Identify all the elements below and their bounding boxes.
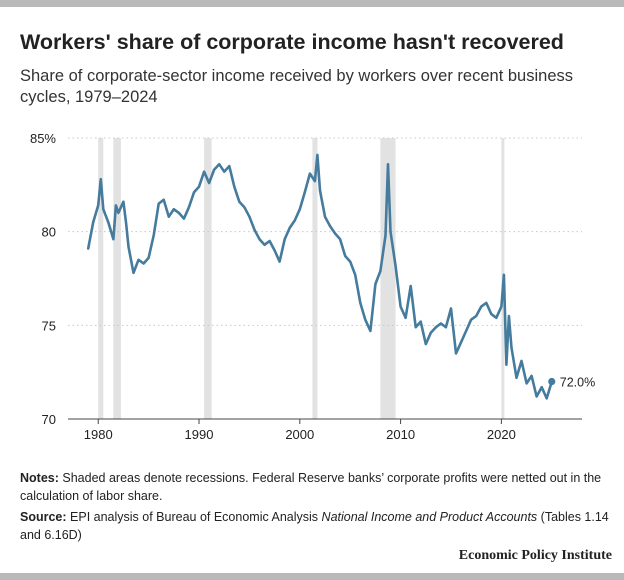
recession-bands: [98, 138, 505, 419]
top-border-bar: [0, 0, 624, 7]
chart-title: Workers' share of corporate income hasn'…: [20, 30, 564, 54]
x-tick-label-1980: 1980: [84, 427, 113, 442]
x-axis: 1980 1990 2000 2010 2020: [68, 418, 582, 442]
series-layer: [86, 153, 554, 400]
bottom-border-bar: [0, 573, 624, 580]
x-tick-label-1990: 1990: [185, 427, 214, 442]
notes-text: Shaded areas denote recessions. Federal …: [20, 471, 602, 503]
y-tick-label-80: 80: [42, 225, 56, 240]
y-tick-label-75: 75: [42, 318, 56, 333]
recession-band-4: [380, 138, 396, 419]
notes: Notes: Shaded areas denote recessions. F…: [20, 469, 610, 505]
recession-band-2: [204, 138, 212, 419]
y-tick-label-70: 70: [42, 412, 56, 427]
y-tick-label-85: 85%: [30, 131, 56, 146]
recession-band-0: [98, 138, 104, 419]
chart-subtitle: Share of corporate-sector income receive…: [20, 67, 573, 106]
end-point-marker: [548, 377, 556, 386]
source-text-after: (Tables 1.14 and 6.16D): [20, 510, 609, 542]
end-value-label: 72.0%: [560, 376, 595, 390]
notes-label: Notes:: [20, 471, 59, 485]
annotations: 72.0%: [548, 376, 595, 390]
line-chart: 70 75 80 85% 1980 1990 2000 2010 2020 72.0%: [30, 131, 595, 442]
source-text-before: EPI analysis of Bureau of Economic Analy…: [66, 510, 322, 524]
x-tick-label-2020: 2020: [487, 427, 516, 442]
x-tick-label-2000: 2000: [285, 427, 314, 442]
series-line-0: [86, 153, 554, 400]
x-tick-label-2010: 2010: [386, 427, 415, 442]
source-label: Source:: [20, 510, 67, 524]
source-italic-title: National Income and Product Accounts: [321, 510, 538, 524]
source: Source: EPI analysis of Bureau of Econom…: [20, 508, 610, 544]
brand-logo-text: Economic Policy Institute: [458, 548, 612, 563]
recession-band-1: [113, 138, 121, 419]
y-axis: 70 75 80 85%: [30, 131, 56, 427]
recession-band-3: [312, 138, 318, 419]
